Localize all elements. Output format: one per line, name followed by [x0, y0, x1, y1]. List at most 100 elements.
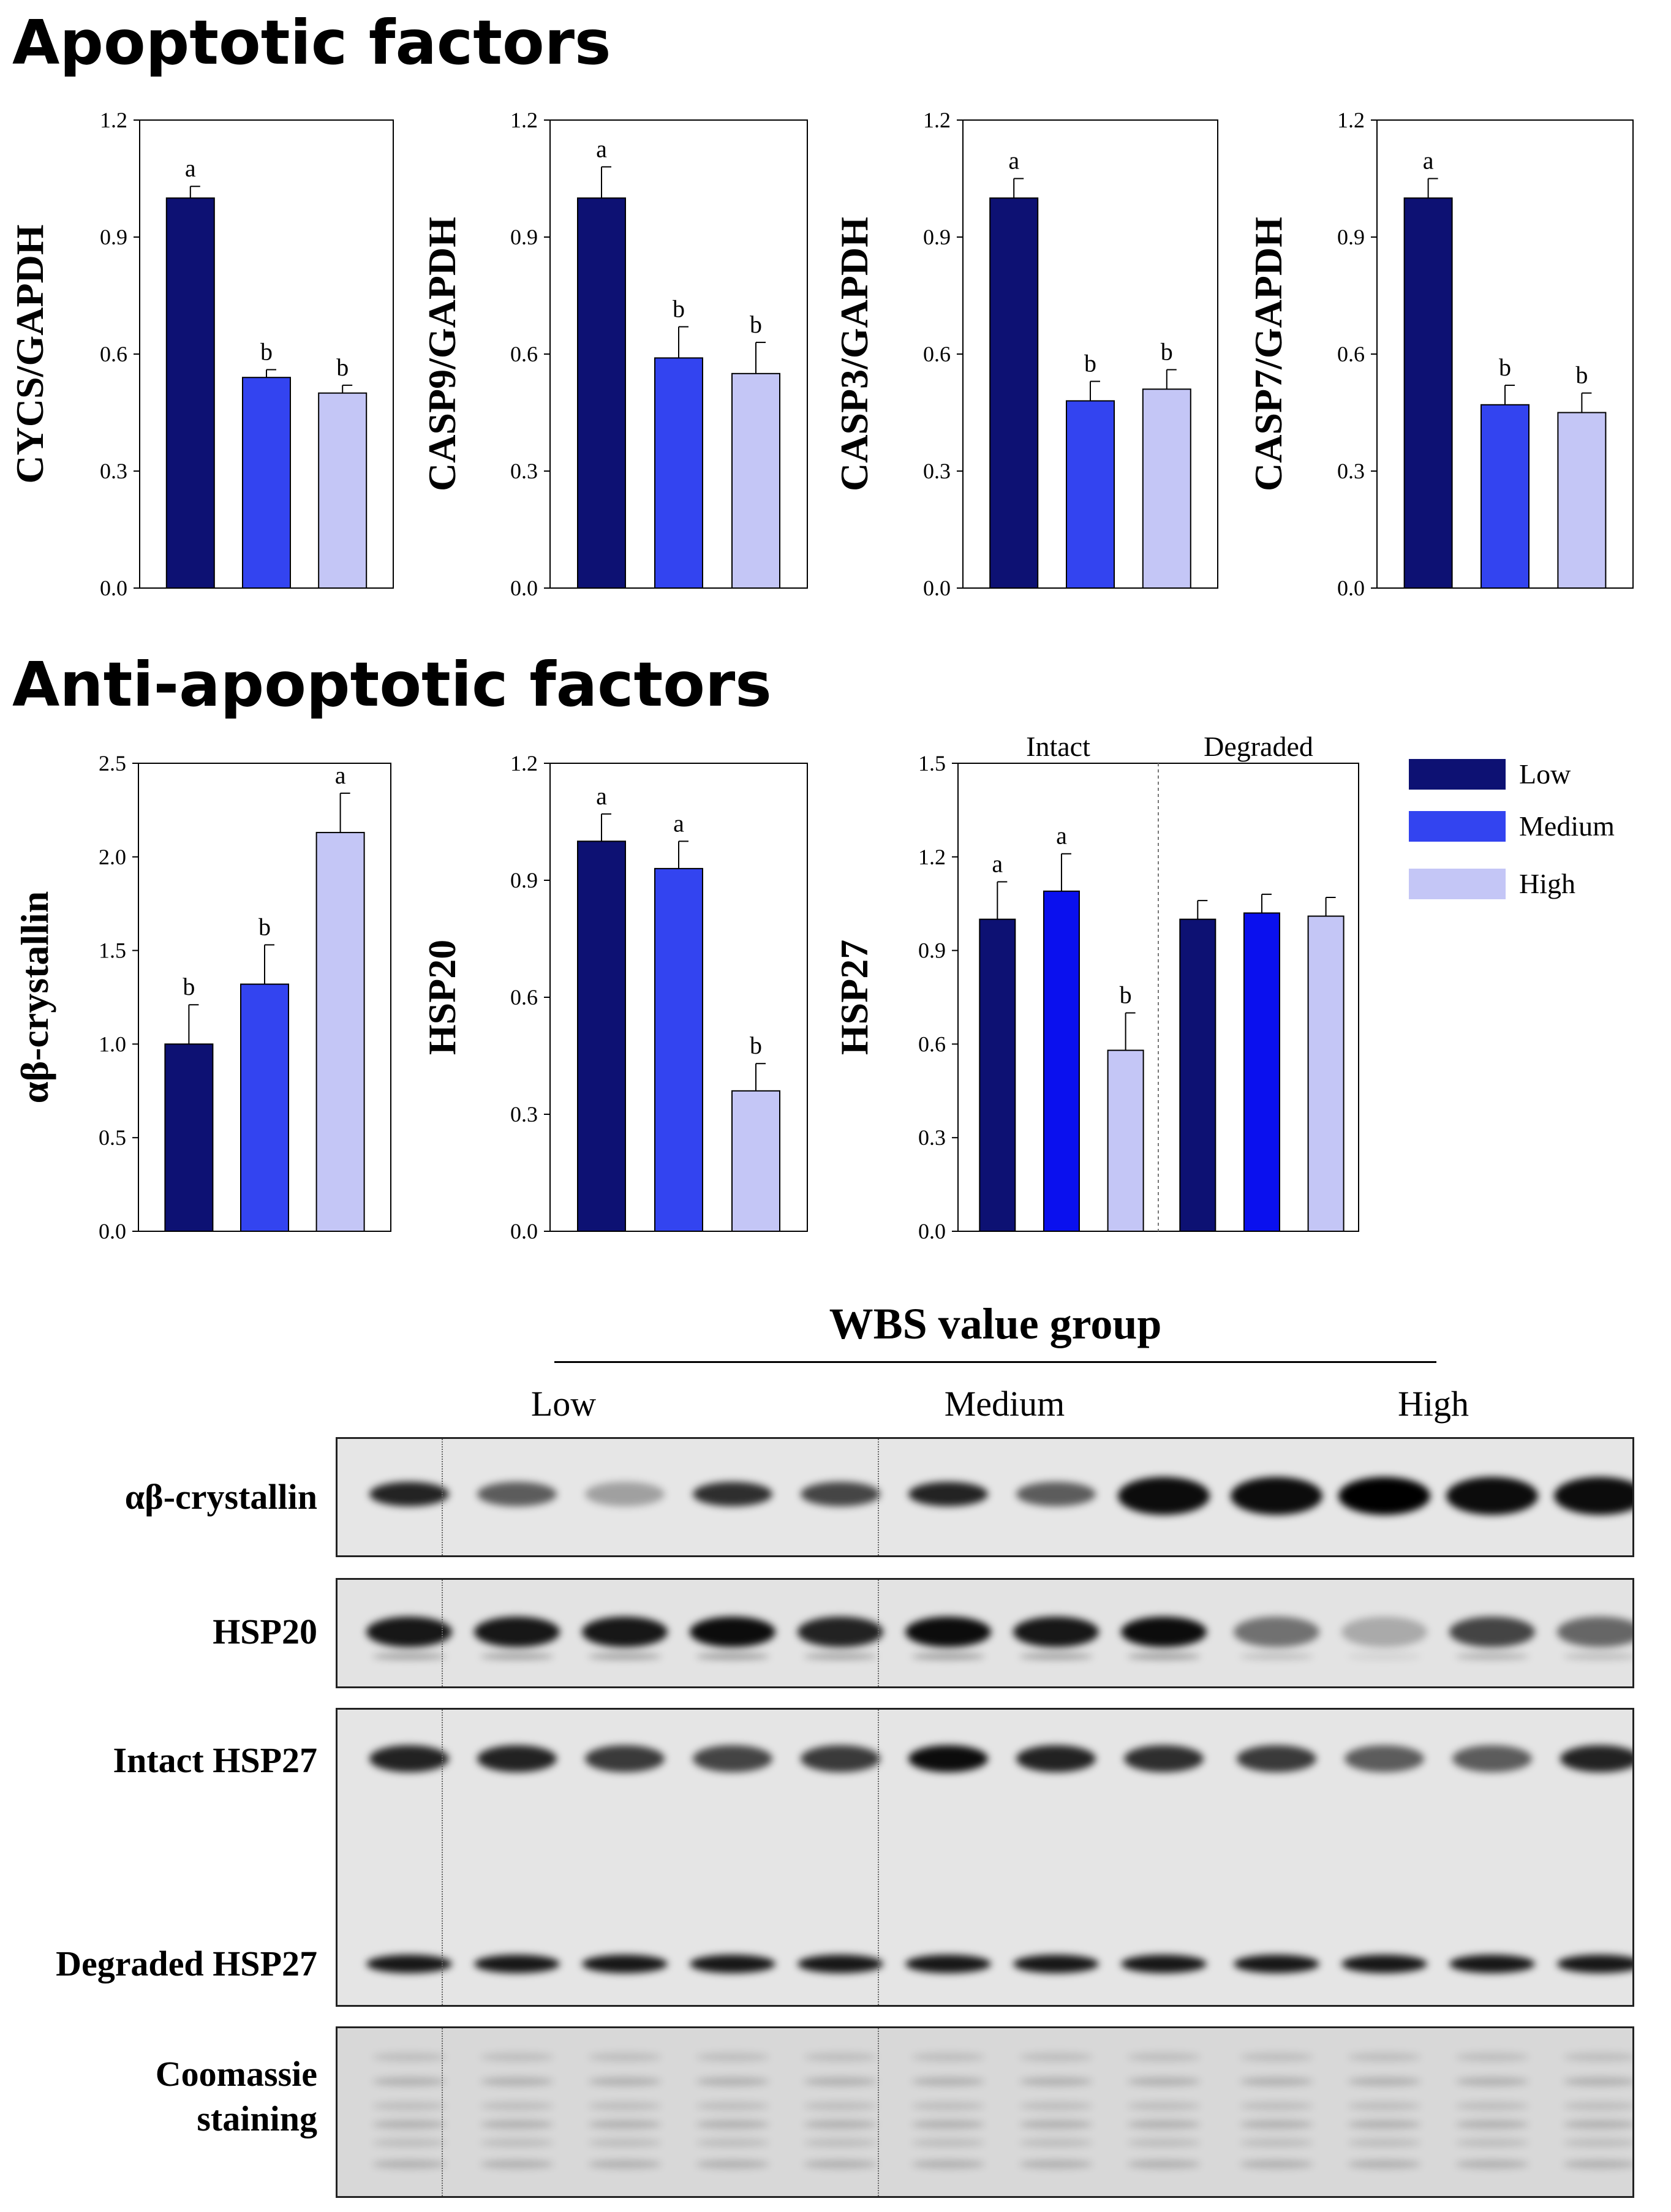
bar-low [577, 197, 626, 589]
blot-band [1234, 1617, 1319, 1647]
bar-low [165, 197, 215, 589]
coomassie-band [1019, 2160, 1093, 2169]
coomassie-band [911, 2138, 985, 2147]
coomassie-band [804, 2102, 877, 2110]
blot-band [801, 1482, 880, 1506]
coomassie-band [372, 2077, 446, 2086]
coomassie-label-line2: staining [197, 2098, 317, 2138]
significance-letter: b [1084, 350, 1096, 377]
coomassie-band [1563, 2138, 1632, 2147]
blot-band-intact [1345, 1745, 1424, 1772]
coomassie-band [1127, 2138, 1201, 2147]
coomassie-band [911, 2120, 985, 2129]
lane-group-divider [878, 1710, 879, 2005]
significance-letter: b [258, 913, 271, 940]
chart-0: 0.0 0.3 0.6 0.9 1.2 CYCS/GAPDH a b b [8, 108, 394, 600]
coomassie-band [372, 2102, 446, 2110]
coomassie-band [1127, 2077, 1201, 2086]
coomassie-label-line1: Coomassie [155, 2054, 317, 2094]
coomassie-band [696, 2077, 769, 2086]
lane-group-divider [878, 1580, 879, 1686]
significance-letter: a [335, 761, 346, 789]
coomassie-band [1563, 2077, 1632, 2086]
blot-band [1446, 1477, 1538, 1515]
blot-band-intact [1016, 1745, 1096, 1772]
y-axis-label: CASP7/GAPDH [1247, 217, 1290, 491]
chart-6: 0.0 0.3 0.6 0.9 1.2 1.5 HSP27 Intact a a b Degraded [832, 731, 1359, 1244]
y-tick-label: 0.0 [100, 576, 127, 600]
chart-1: 0.0 0.3 0.6 0.9 1.2 CASP9/GAPDH a b b [420, 108, 808, 600]
y-tick-label: 0.6 [918, 1032, 946, 1056]
significance-letter: a [673, 809, 684, 837]
y-tick-label: 0.3 [918, 1125, 946, 1150]
bar-medium [654, 357, 703, 589]
blot-band [585, 1482, 665, 1506]
blot-band-lower [696, 1653, 769, 1659]
significance-letter: a [596, 135, 607, 162]
blot-band [477, 1482, 557, 1506]
coomassie-band [1019, 2053, 1093, 2061]
y-axis-label: CYCS/GAPDH [8, 224, 51, 483]
wbs-group-title: WBS value group [829, 1299, 1162, 1348]
coomassie-band [804, 2160, 877, 2169]
significance-letter: a [596, 782, 607, 810]
coomassie-band [588, 2160, 662, 2169]
bar-degraded-medium [1243, 912, 1280, 1232]
coomassie-band [1563, 2102, 1632, 2110]
coomassie-band [1240, 2102, 1313, 2110]
blot-band-degraded [1557, 1955, 1632, 1973]
blot-band-lower [804, 1653, 877, 1659]
y-tick-label: 1.2 [100, 108, 127, 132]
bar-charts-figure: 0.0 0.3 0.6 0.9 1.2 CYCS/GAPDH a b b 0.0 0.3 0.6 0.9… [8, 108, 1634, 1244]
coomassie-band [1348, 2160, 1421, 2169]
bar-degraded-low [1179, 918, 1216, 1232]
blot-band [1121, 1617, 1207, 1647]
blot-band [369, 1482, 449, 1506]
blot-band-degraded [905, 1955, 991, 1973]
y-tick-label: 0.6 [1337, 342, 1365, 366]
significance-letter: b [673, 295, 685, 322]
blot-group-high: High [1398, 1384, 1469, 1424]
coomassie-band [1240, 2077, 1313, 2086]
blot-group-medium: Medium [944, 1384, 1065, 1424]
anti-apoptotic-section-title: Anti-apoptotic factors [12, 649, 772, 720]
blot-band [1341, 1617, 1427, 1647]
coomassie-band [911, 2077, 985, 2086]
y-axis-label: CASP3/GAPDH [832, 217, 876, 491]
blot-band-intact [477, 1745, 557, 1772]
coomassie-band [1240, 2138, 1313, 2147]
bar-high [731, 1090, 780, 1232]
coomassie-band [372, 2160, 446, 2169]
y-tick-label: 1.2 [510, 751, 538, 776]
coomassie-band [1455, 2120, 1529, 2129]
y-tick-label: 2.5 [99, 751, 126, 776]
y-axis-label: HSP20 [420, 940, 464, 1055]
legend: Low Medium High [1409, 758, 1615, 899]
bar-intact-medium [1043, 890, 1080, 1232]
coomassie-band [1455, 2102, 1529, 2110]
lane-group-divider [442, 1580, 443, 1686]
coomassie-band [480, 2077, 554, 2086]
blot-band-intact [1452, 1745, 1532, 1772]
blot-panel-ab-crystallin [336, 1437, 1634, 1557]
y-tick-label: 1.5 [99, 938, 126, 963]
coomassie-band [696, 2120, 769, 2129]
y-tick-label: 0.0 [918, 1219, 946, 1244]
significance-letter: b [750, 1032, 762, 1059]
y-tick-label: 1.2 [923, 108, 951, 132]
coomassie-band [1348, 2053, 1421, 2061]
coomassie-band [480, 2138, 554, 2147]
y-tick-label: 1.0 [99, 1032, 126, 1056]
apoptotic-section-title: Apoptotic factors [12, 7, 611, 78]
blot-row-label-degraded-hsp27: Degraded HSP27 [56, 1944, 317, 1984]
bar-medium [240, 983, 289, 1232]
coomassie-band [480, 2120, 554, 2129]
blot-panel-coomassie [336, 2026, 1634, 2198]
blot-band [908, 1482, 988, 1506]
wbs-group-underline [554, 1361, 1436, 1363]
blot-band-lower [1455, 1653, 1529, 1659]
y-tick-label: 0.9 [1337, 225, 1365, 249]
y-tick-label: 0.3 [100, 459, 127, 483]
coomassie-band [588, 2120, 662, 2129]
coomassie-band [911, 2053, 985, 2061]
